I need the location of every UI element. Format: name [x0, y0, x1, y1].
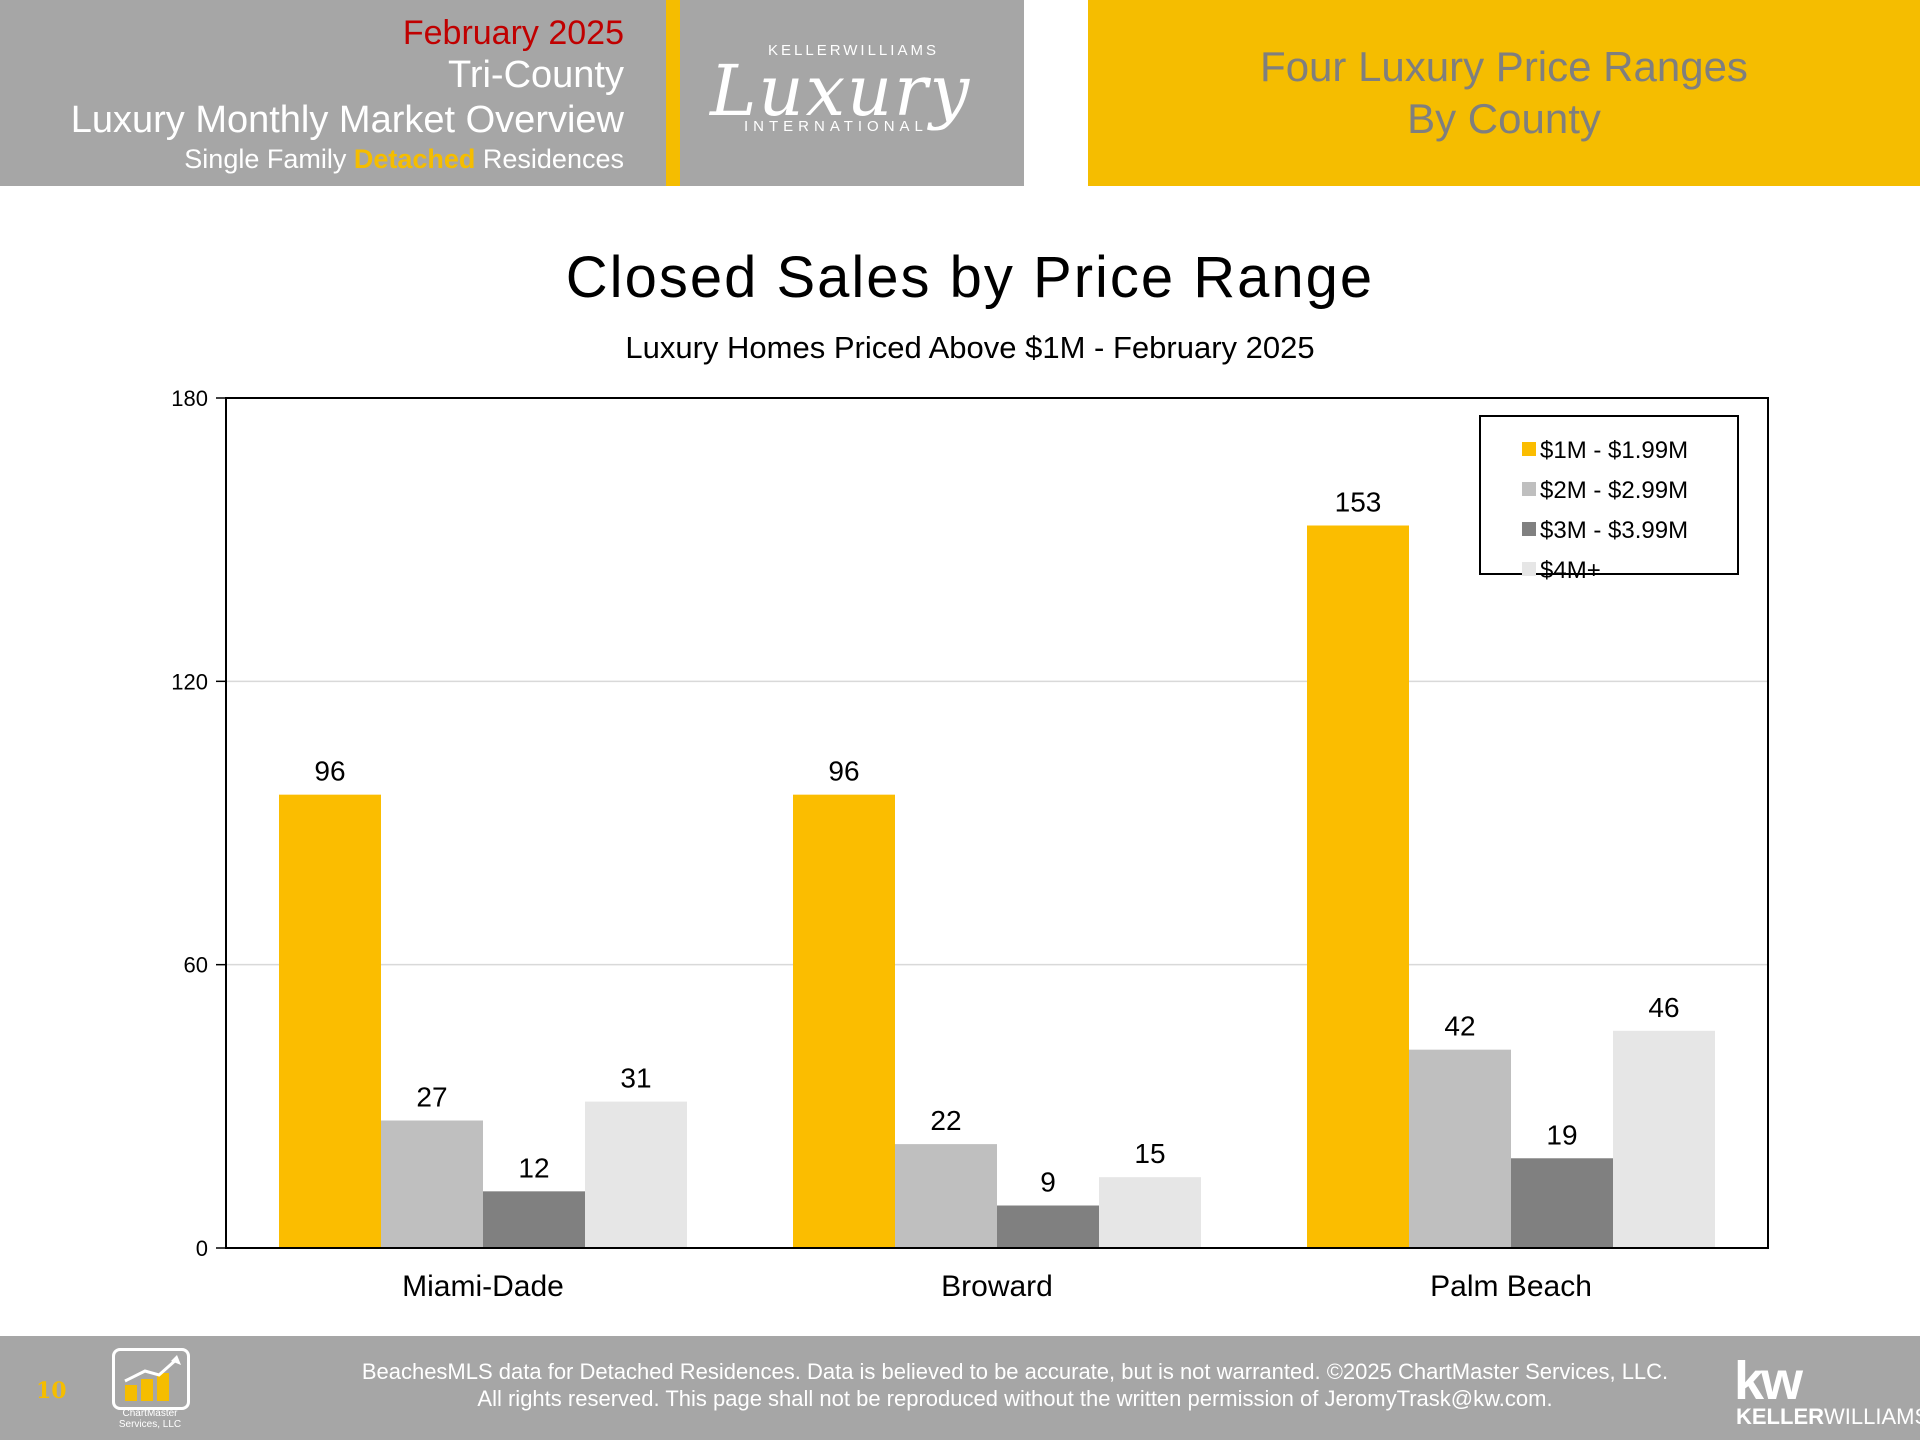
section-banner: Four Luxury Price Ranges By County [1088, 0, 1920, 186]
bar [381, 1120, 483, 1248]
header-title-block: February 2025 Tri-County Luxury Monthly … [0, 0, 666, 186]
bar [793, 794, 895, 1248]
legend-label: $2M - $2.99M [1540, 477, 1688, 504]
data-label: 96 [828, 756, 859, 787]
legend-swatch [1522, 482, 1536, 496]
kw-name-bold: KELLER [1736, 1404, 1824, 1429]
data-label: 22 [930, 1105, 961, 1136]
report-date: February 2025 [402, 14, 624, 52]
chartmaster-name: ChartMaster Services, LLC [118, 1408, 182, 1430]
bar [1307, 525, 1409, 1248]
closed-sales-bar-chart: 0 60 120 180 96 27 12 31 Miami-Dade 96 22 9 15 Browar… [171, 386, 1769, 1303]
x-tick-label: Palm Beach [1430, 1270, 1592, 1303]
data-label: 46 [1648, 992, 1679, 1023]
data-label: 96 [314, 756, 345, 787]
logo-top-text: KELLERWILLIAMS [768, 42, 939, 59]
logo-script-text: Luxury [710, 50, 972, 132]
subtitle-suffix: Residences [475, 144, 624, 174]
disclaimer: BeachesMLS data for Detached Residences.… [230, 1358, 1800, 1412]
data-label: 153 [1335, 487, 1382, 518]
legend-label: $1M - $1.99M [1540, 437, 1688, 464]
chartmaster-logo-icon [112, 1348, 190, 1410]
disclaimer-line-2: All rights reserved. This page shall not… [477, 1386, 1553, 1411]
subtitle-prefix: Single Family [184, 144, 354, 174]
footer: 10 ChartMaster Services, LLC BeachesMLS … [0, 1336, 1920, 1440]
chart-subtitle: Luxury Homes Priced Above $1M - February… [625, 330, 1315, 365]
disclaimer-line-1: BeachesMLS data for Detached Residences.… [361, 1359, 1669, 1384]
bar [585, 1101, 687, 1248]
page-number: 10 [36, 1378, 67, 1404]
kw-luxury-logo: KELLERWILLIAMS Luxury INTERNATIONAL [680, 0, 1024, 186]
x-tick-label: Miami-Dade [402, 1270, 564, 1303]
y-tick-label: 60 [184, 953, 208, 978]
data-label: 9 [1040, 1167, 1056, 1198]
banner-line-1: Four Luxury Price Ranges [1260, 43, 1748, 90]
banner-line-2: By County [1407, 95, 1601, 142]
y-tick-label: 180 [171, 386, 208, 411]
data-label: 31 [620, 1063, 651, 1094]
bar [483, 1191, 585, 1248]
kw-logo-mark: kw [1734, 1351, 1803, 1411]
report-title: Luxury Monthly Market Overview [70, 99, 624, 141]
bar [1409, 1049, 1511, 1248]
bar [1511, 1158, 1613, 1248]
legend-swatch [1522, 522, 1536, 536]
data-label: 15 [1134, 1138, 1165, 1169]
data-label: 27 [416, 1082, 447, 1113]
bar [1613, 1030, 1715, 1248]
legend-swatch [1522, 562, 1536, 576]
y-tick-label: 120 [171, 669, 208, 694]
report-region: Tri-County [448, 54, 624, 96]
kw-logo-name: KELLERWILLIAMS. [1736, 1404, 1920, 1430]
header-divider [666, 0, 680, 186]
x-tick-label: Broward [941, 1270, 1053, 1303]
legend-label: $4M+ [1540, 557, 1601, 584]
legend-label: $3M - $3.99M [1540, 517, 1688, 544]
y-tick-label: 0 [196, 1236, 208, 1261]
bar [1099, 1177, 1201, 1248]
legend-swatch [1522, 442, 1536, 456]
logo-bottom-text: INTERNATIONAL [744, 118, 928, 135]
plot-frame [225, 397, 1769, 1249]
bar [279, 794, 381, 1248]
chartmaster-bars-icon [124, 1355, 181, 1401]
chart-title: Closed Sales by Price Range [565, 245, 1375, 310]
data-label: 12 [518, 1152, 549, 1183]
kw-name-rest: WILLIAMS. [1824, 1404, 1920, 1429]
bar [997, 1205, 1099, 1248]
bar [895, 1144, 997, 1248]
report-subtitle: Single Family Detached Residences [184, 144, 624, 175]
subtitle-highlight: Detached [353, 144, 476, 174]
data-label: 19 [1546, 1119, 1577, 1150]
data-label: 42 [1444, 1011, 1475, 1042]
